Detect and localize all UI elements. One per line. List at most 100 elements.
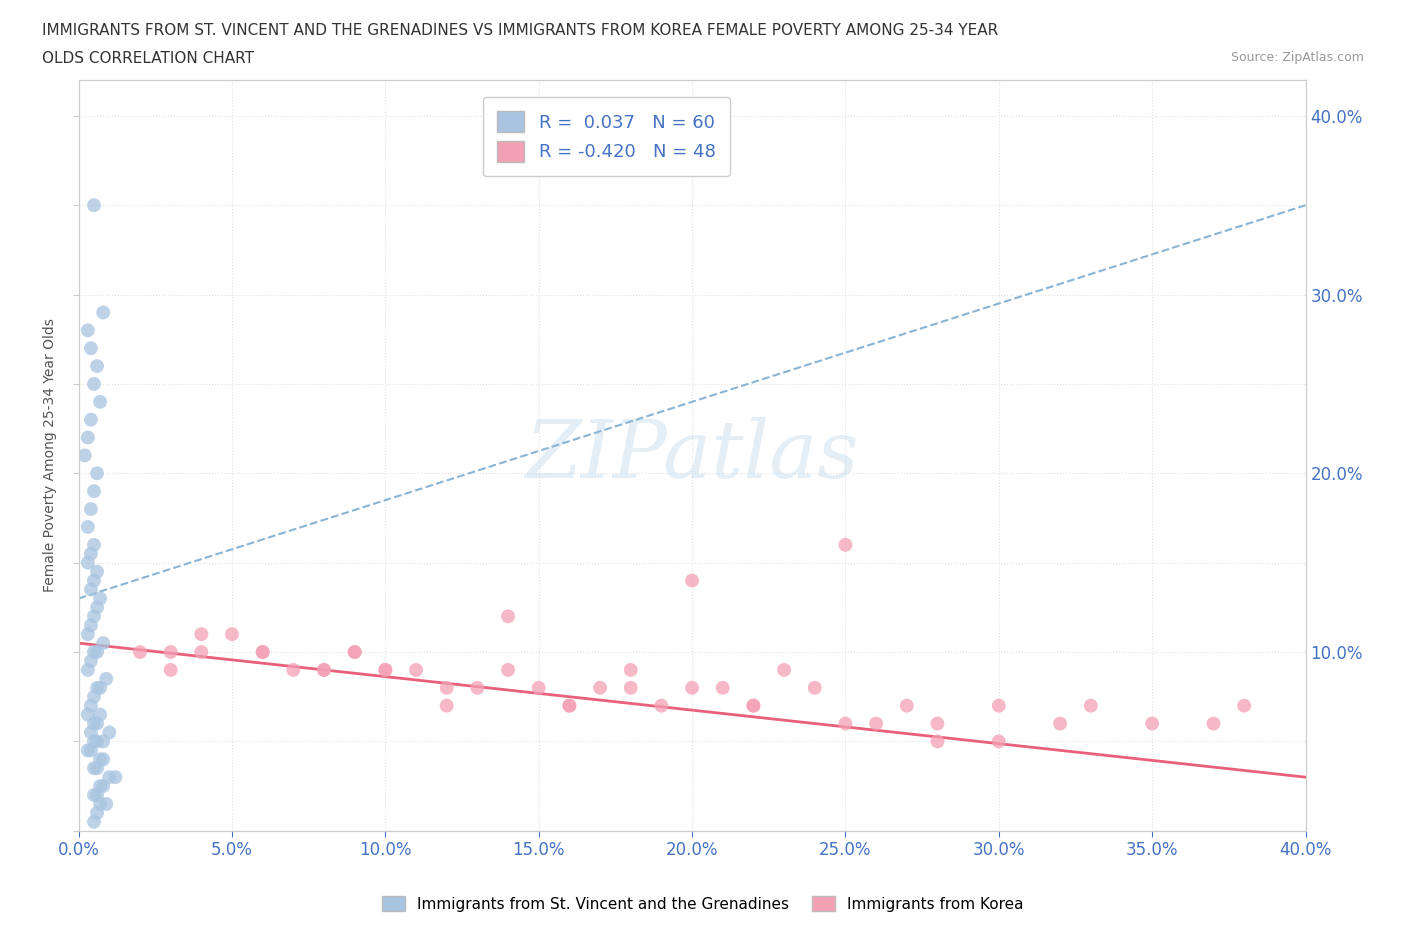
Point	[98, 770, 121, 785]
Point	[76, 662, 98, 677]
Point	[467, 681, 489, 696]
Point	[91, 734, 114, 749]
Point	[83, 788, 105, 803]
Point	[91, 778, 114, 793]
Point	[1202, 716, 1225, 731]
Point	[73, 448, 96, 463]
Y-axis label: Female Poverty Among 25-34 Year Olds: Female Poverty Among 25-34 Year Olds	[44, 318, 58, 592]
Point	[83, 538, 105, 552]
Point	[803, 681, 825, 696]
Point	[773, 662, 796, 677]
Point	[80, 546, 103, 561]
Point	[89, 591, 111, 605]
Point	[86, 359, 108, 374]
Point	[221, 627, 243, 642]
Point	[436, 681, 458, 696]
Point	[80, 582, 103, 597]
Point	[86, 805, 108, 820]
Point	[83, 609, 105, 624]
Point	[76, 707, 98, 722]
Point	[76, 555, 98, 570]
Point	[159, 644, 181, 659]
Point	[83, 484, 105, 498]
Legend: Immigrants from St. Vincent and the Grenadines, Immigrants from Korea: Immigrants from St. Vincent and the Gren…	[375, 889, 1031, 918]
Point	[681, 573, 703, 588]
Point	[436, 698, 458, 713]
Point	[80, 501, 103, 516]
Point	[98, 725, 121, 740]
Point	[86, 681, 108, 696]
Point	[104, 770, 127, 785]
Point	[80, 340, 103, 355]
Point	[86, 761, 108, 776]
Point	[96, 796, 118, 811]
Point	[129, 644, 152, 659]
Point	[927, 734, 949, 749]
Point	[91, 305, 114, 320]
Point	[89, 681, 111, 696]
Point	[896, 698, 918, 713]
Point	[283, 662, 305, 677]
Point	[89, 707, 111, 722]
Point	[86, 565, 108, 579]
Text: IMMIGRANTS FROM ST. VINCENT AND THE GRENADINES VS IMMIGRANTS FROM KOREA FEMALE P: IMMIGRANTS FROM ST. VINCENT AND THE GREN…	[42, 23, 998, 38]
Point	[80, 618, 103, 632]
Point	[89, 394, 111, 409]
Point	[86, 600, 108, 615]
Point	[252, 644, 274, 659]
Point	[86, 716, 108, 731]
Legend: R =  0.037   N = 60, R = -0.420   N = 48: R = 0.037 N = 60, R = -0.420 N = 48	[482, 97, 730, 177]
Point	[76, 431, 98, 445]
Point	[834, 716, 856, 731]
Point	[620, 681, 643, 696]
Point	[83, 761, 105, 776]
Point	[987, 734, 1010, 749]
Point	[252, 644, 274, 659]
Point	[80, 725, 103, 740]
Point	[83, 734, 105, 749]
Point	[496, 662, 519, 677]
Point	[83, 815, 105, 830]
Text: ZIPatlas: ZIPatlas	[526, 417, 859, 494]
Point	[742, 698, 765, 713]
Point	[343, 644, 366, 659]
Point	[620, 662, 643, 677]
Point	[190, 644, 212, 659]
Point	[1049, 716, 1071, 731]
Point	[1233, 698, 1256, 713]
Point	[927, 716, 949, 731]
Point	[312, 662, 335, 677]
Point	[86, 788, 108, 803]
Point	[1140, 716, 1163, 731]
Point	[374, 662, 396, 677]
Point	[86, 644, 108, 659]
Point	[91, 751, 114, 766]
Point	[865, 716, 887, 731]
Point	[80, 698, 103, 713]
Point	[76, 627, 98, 642]
Point	[527, 681, 550, 696]
Point	[83, 716, 105, 731]
Point	[558, 698, 581, 713]
Point	[650, 698, 672, 713]
Point	[83, 573, 105, 588]
Point	[681, 681, 703, 696]
Point	[89, 796, 111, 811]
Point	[86, 734, 108, 749]
Point	[76, 323, 98, 338]
Point	[80, 743, 103, 758]
Point	[91, 636, 114, 651]
Point	[76, 743, 98, 758]
Point	[83, 377, 105, 392]
Point	[83, 689, 105, 704]
Point	[96, 671, 118, 686]
Point	[83, 644, 105, 659]
Point	[83, 198, 105, 213]
Point	[80, 654, 103, 669]
Text: OLDS CORRELATION CHART: OLDS CORRELATION CHART	[42, 51, 254, 66]
Point	[190, 627, 212, 642]
Point	[987, 698, 1010, 713]
Point	[86, 466, 108, 481]
Point	[405, 662, 427, 677]
Point	[89, 751, 111, 766]
